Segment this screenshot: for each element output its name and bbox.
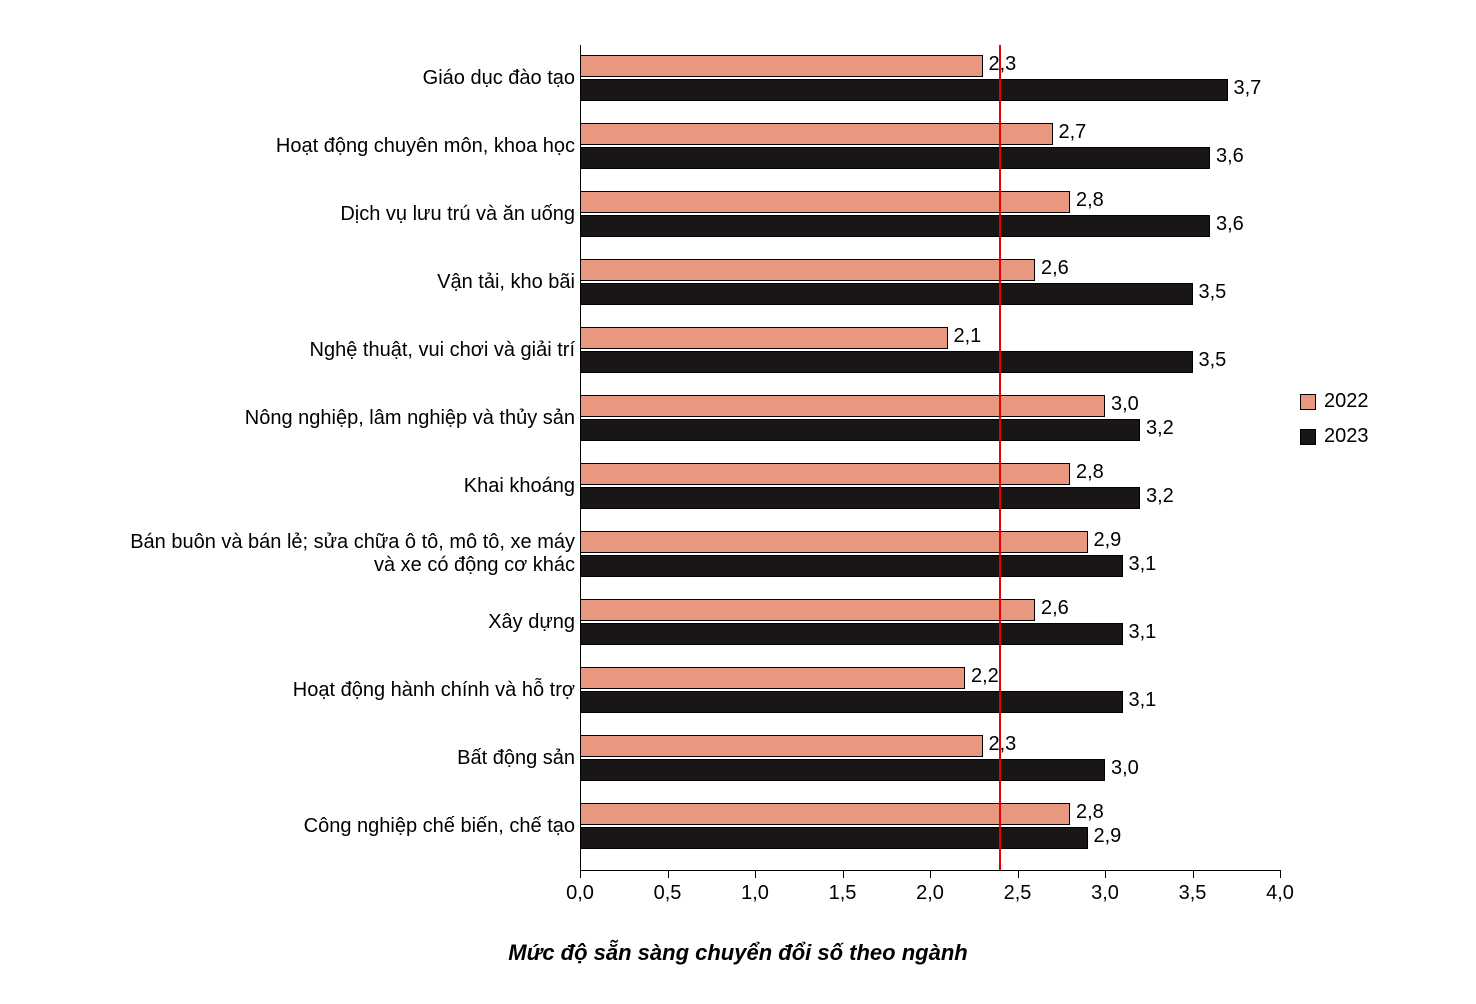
data-label-2023: 3,1	[1129, 689, 1157, 712]
bar-2022	[580, 259, 1035, 281]
data-label-2023: 3,6	[1216, 213, 1244, 236]
data-label-2023: 3,2	[1146, 417, 1174, 440]
bar-2023	[580, 827, 1088, 849]
data-label-2023: 3,1	[1129, 621, 1157, 644]
data-label-2023: 3,5	[1199, 281, 1227, 304]
data-label-2022: 2,8	[1076, 461, 1104, 484]
bar-2022	[580, 735, 983, 757]
data-label-2022: 2,3	[989, 733, 1017, 756]
data-label-2023: 3,2	[1146, 485, 1174, 508]
data-label-2023: 3,6	[1216, 145, 1244, 168]
bar-2022	[580, 599, 1035, 621]
bar-2023	[580, 691, 1123, 713]
data-label-2023: 3,1	[1129, 553, 1157, 576]
x-tick-label: 3,0	[1091, 882, 1119, 905]
bar-2023	[580, 351, 1193, 373]
bar-2023	[580, 759, 1105, 781]
bar-2022	[580, 463, 1070, 485]
data-label-2023: 3,0	[1111, 757, 1139, 780]
legend-swatch	[1300, 429, 1316, 445]
category-label: Dịch vụ lưu trú và ăn uống	[55, 203, 575, 226]
bar-2022	[580, 531, 1088, 553]
x-tick	[668, 870, 669, 878]
bar-2023	[580, 419, 1140, 441]
legend-label: 2022	[1324, 390, 1369, 413]
x-tick-label: 1,0	[741, 882, 769, 905]
data-label-2022: 2,6	[1041, 257, 1069, 280]
bar-2023	[580, 623, 1123, 645]
category-label: Nghệ thuật, vui chơi và giải trí	[55, 339, 575, 362]
bar-2022	[580, 395, 1105, 417]
category-label: Hoạt động hành chính và hỗ trợ	[55, 679, 575, 702]
category-label: Bất động sản	[55, 747, 575, 770]
x-tick	[1105, 870, 1106, 878]
bar-2022	[580, 123, 1053, 145]
data-label-2022: 2,6	[1041, 597, 1069, 620]
category-label: Giáo dục đào tạo	[55, 67, 575, 90]
data-label-2023: 3,7	[1234, 77, 1262, 100]
data-label-2023: 3,5	[1199, 349, 1227, 372]
legend: 2022 2023	[1300, 390, 1369, 460]
category-label: Xây dựng	[55, 611, 575, 634]
data-label-2022: 2,1	[954, 325, 982, 348]
data-label-2022: 2,9	[1094, 529, 1122, 552]
x-tick	[843, 870, 844, 878]
data-label-2022: 2,7	[1059, 121, 1087, 144]
x-tick-label: 2,0	[916, 882, 944, 905]
category-label: Vận tải, kho bãi	[55, 271, 575, 294]
legend-label: 2023	[1324, 425, 1369, 448]
x-tick-label: 1,5	[829, 882, 857, 905]
x-tick	[1280, 870, 1281, 878]
chart-caption: Mức độ sẵn sàng chuyển đổi số theo ngành	[0, 940, 1476, 966]
bar-2023	[580, 147, 1210, 169]
legend-item: 2023	[1300, 425, 1369, 448]
category-label: Khai khoáng	[55, 475, 575, 498]
bar-2023	[580, 283, 1193, 305]
data-label-2022: 2,3	[989, 53, 1017, 76]
category-label: Hoạt động chuyên môn, khoa học	[55, 135, 575, 158]
category-label: Công nghiệp chế biến, chế tạo	[55, 815, 575, 838]
x-tick	[930, 870, 931, 878]
category-label: Bán buôn và bán lẻ; sửa chữa ô tô, mô tô…	[55, 531, 575, 577]
x-tick	[755, 870, 756, 878]
x-tick-label: 0,0	[566, 882, 594, 905]
category-label: Nông nghiệp, lâm nghiệp và thủy sản	[55, 407, 575, 430]
bar-2023	[580, 487, 1140, 509]
bar-2023	[580, 79, 1228, 101]
legend-swatch	[1300, 394, 1316, 410]
x-tick	[1018, 870, 1019, 878]
x-tick	[1193, 870, 1194, 878]
x-tick-label: 4,0	[1266, 882, 1294, 905]
chart-container: 0,0 0,5 1,0 1,5 2,0 2,5 3,0 3,5 4,0 Giáo dục đào …	[0, 0, 1476, 1004]
bar-2022	[580, 667, 965, 689]
bar-2022	[580, 55, 983, 77]
bar-2022	[580, 327, 948, 349]
data-label-2022: 2,2	[971, 665, 999, 688]
bar-2022	[580, 191, 1070, 213]
data-label-2022: 2,8	[1076, 801, 1104, 824]
x-tick-label: 0,5	[654, 882, 682, 905]
data-label-2022: 3,0	[1111, 393, 1139, 416]
bar-2022	[580, 803, 1070, 825]
bar-2023	[580, 215, 1210, 237]
x-tick-label: 2,5	[1004, 882, 1032, 905]
bar-2023	[580, 555, 1123, 577]
data-label-2023: 2,9	[1094, 825, 1122, 848]
data-label-2022: 2,8	[1076, 189, 1104, 212]
reference-line	[999, 45, 1001, 870]
x-tick-label: 3,5	[1179, 882, 1207, 905]
x-tick	[580, 870, 581, 878]
legend-item: 2022	[1300, 390, 1369, 413]
